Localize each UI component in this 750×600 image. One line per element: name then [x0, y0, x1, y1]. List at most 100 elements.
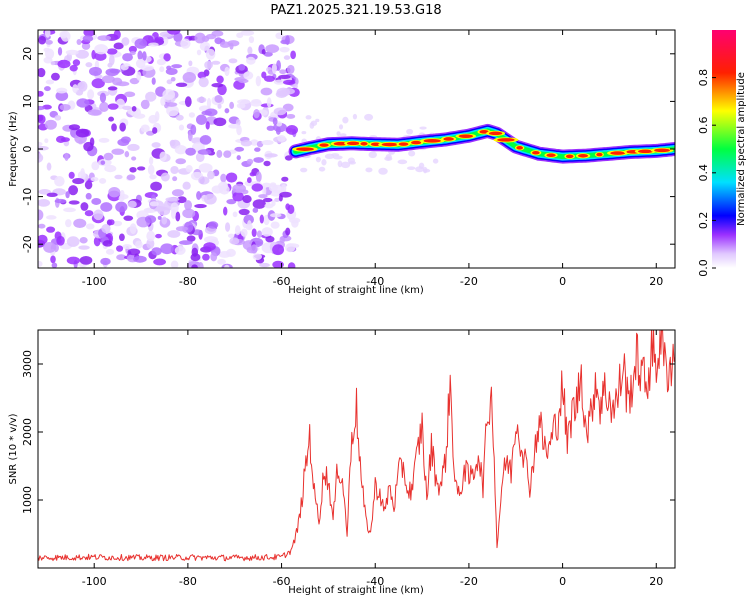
noise-blob — [199, 41, 211, 51]
noise-blob — [63, 207, 76, 213]
colorbar-ticks: 0.0 0.2 0.4 0.6 0.8 — [697, 69, 716, 277]
noise-blob — [131, 106, 137, 112]
noise-blob — [127, 143, 140, 152]
noise-blob — [113, 30, 121, 40]
noise-blob — [127, 200, 137, 208]
noise-blob — [75, 128, 90, 138]
noise-blob — [93, 209, 104, 221]
spectrogram-ridge — [288, 123, 675, 164]
noise-blob — [336, 131, 341, 136]
noise-blob — [195, 152, 205, 163]
noise-blob — [78, 245, 90, 250]
ridge-peak — [546, 153, 556, 158]
noise-blob — [148, 156, 154, 165]
noise-blob — [133, 113, 146, 119]
noise-blob — [162, 89, 176, 100]
noise-blob — [85, 192, 92, 200]
noise-blob — [263, 160, 271, 167]
noise-blob — [184, 96, 192, 108]
noise-blob — [226, 198, 237, 205]
noise-blob — [199, 135, 212, 145]
noise-blob — [116, 254, 127, 261]
noise-blob — [348, 160, 356, 165]
noise-blob — [272, 117, 278, 126]
noise-blob — [44, 86, 51, 92]
noise-blob — [72, 84, 79, 94]
noise-blob — [225, 172, 238, 183]
colorbar-label: Normalized spectral amplitude — [736, 72, 747, 226]
noise-blob — [45, 215, 57, 220]
noise-blob — [385, 154, 392, 161]
noise-blob — [211, 60, 221, 65]
noise-blob — [290, 50, 296, 60]
noise-blob — [38, 198, 51, 207]
noise-blob — [38, 35, 46, 45]
noise-blob — [73, 218, 87, 228]
noise-blob — [224, 108, 230, 114]
noise-blob — [43, 47, 51, 53]
noise-blob — [408, 150, 416, 157]
noise-blob — [68, 171, 75, 179]
noise-blob — [198, 77, 209, 88]
noise-blob — [161, 216, 168, 225]
snr-x-ticks: -100 -80 -60 -40 -20 0 20 — [82, 330, 663, 588]
x-tick-label: -40 — [366, 275, 384, 288]
noise-blob — [108, 54, 115, 66]
noise-blob — [118, 233, 125, 242]
noise-blob — [315, 118, 320, 123]
noise-blob — [261, 227, 273, 237]
noise-blob — [236, 32, 244, 39]
noise-blob — [50, 61, 56, 66]
noise-blob — [265, 235, 275, 243]
noise-blob — [228, 124, 241, 129]
noise-blob — [151, 247, 162, 256]
noise-blob — [255, 75, 261, 87]
noise-blob — [283, 55, 291, 60]
noise-blob — [85, 62, 93, 68]
noise-blob — [184, 200, 192, 211]
noise-blob — [85, 223, 95, 230]
noise-blob — [240, 228, 248, 237]
noise-blob — [182, 181, 191, 190]
ridge-peak — [458, 134, 474, 138]
x-tick-label: -60 — [273, 275, 291, 288]
noise-blob — [172, 176, 178, 182]
ridge-peak — [443, 137, 454, 141]
noise-blob — [151, 77, 156, 85]
noise-blob — [182, 208, 196, 219]
noise-blob — [232, 183, 246, 194]
noise-blob — [57, 47, 63, 56]
x-tick-label: -20 — [460, 275, 478, 288]
y-tick-label: -10 — [21, 188, 34, 206]
noise-blob — [117, 138, 130, 147]
noise-blob — [248, 36, 255, 44]
noise-blob — [100, 160, 106, 165]
noise-blob — [180, 38, 191, 49]
noise-blob — [100, 202, 113, 212]
noise-blob — [109, 68, 121, 74]
noise-blob — [185, 147, 196, 156]
colorbar-tick-label: 0.6 — [697, 116, 710, 134]
noise-blob — [151, 142, 161, 148]
noise-blob — [108, 116, 115, 122]
noise-blob — [46, 192, 58, 198]
noise-blob — [201, 110, 213, 116]
y-tick-label: 0 — [21, 146, 34, 153]
noise-blob — [91, 161, 100, 171]
noise-blob — [136, 166, 146, 171]
noise-blob — [135, 58, 146, 69]
noise-blob — [54, 115, 62, 121]
noise-blob — [90, 177, 99, 182]
x-tick-label: 20 — [649, 275, 663, 288]
noise-blob — [252, 253, 263, 261]
noise-blob — [76, 98, 90, 108]
noise-blob — [279, 236, 286, 244]
noise-blob — [38, 105, 46, 111]
noise-blob — [122, 244, 132, 250]
noise-blob — [223, 150, 232, 158]
noise-blob — [140, 124, 150, 133]
noise-blob — [246, 158, 254, 165]
noise-blob — [154, 36, 164, 43]
noise-blob — [352, 113, 358, 120]
